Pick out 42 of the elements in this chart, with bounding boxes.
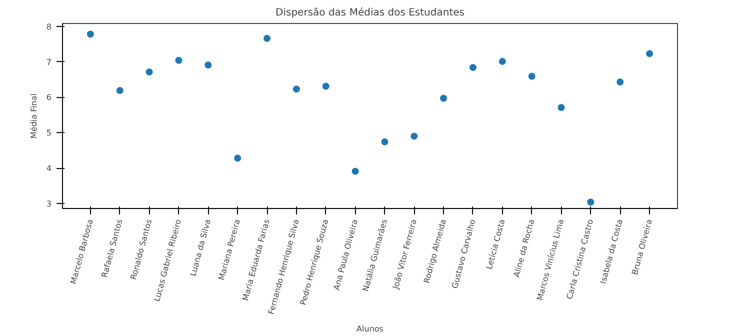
y-tick-label: 3 <box>46 200 52 209</box>
point <box>410 132 418 140</box>
y-tick-label: 7 <box>46 58 52 67</box>
point <box>616 78 624 86</box>
point <box>322 82 330 90</box>
point <box>587 198 594 206</box>
point <box>204 61 212 68</box>
point <box>146 68 153 76</box>
x-tick-label: Marcos Vinícius Lima <box>535 218 566 302</box>
point <box>264 34 271 42</box>
x-tick-label: Isabela da Costa <box>598 218 624 285</box>
y-tick-label: 8 <box>46 22 52 32</box>
x-tick-label: Ana Paula Oliveira <box>332 218 360 292</box>
x-tick-label: Bruna Oliveira <box>630 218 654 276</box>
x-tick-label: Luana da Silva <box>188 218 213 278</box>
point <box>234 154 242 162</box>
x-tick-label: Aline da Rocha <box>512 218 536 278</box>
y-axis-title: Média Final <box>29 93 38 139</box>
point <box>440 94 448 102</box>
x-tick-label: Rafaela Santos <box>100 218 124 278</box>
point <box>381 138 388 146</box>
x-tick-label: Lucas Gabriel Ribeiro <box>152 218 184 303</box>
point <box>352 168 359 175</box>
chart-title: Dispersão das Médias dos Estudantes <box>276 8 464 18</box>
x-tick-label: Carla Cristina Castro <box>565 218 596 300</box>
y-tick-label: 5 <box>46 128 52 138</box>
point <box>646 50 654 58</box>
x-axis-title: Alunos <box>356 324 384 334</box>
x-tick-label: Ronaldo Santos <box>128 218 154 281</box>
point <box>469 64 476 71</box>
point <box>116 86 124 94</box>
y-tick-label: 4 <box>46 164 52 174</box>
y-tick-label: 6 <box>46 93 52 102</box>
point <box>558 104 565 111</box>
point <box>498 58 506 65</box>
point <box>86 30 94 38</box>
x-tick-label: João Vitor Ferreira <box>390 218 419 291</box>
x-tick-label: Rodrigo Almeida <box>422 218 448 284</box>
x-tick-label: Letícia Costa <box>484 218 507 270</box>
point <box>528 72 536 80</box>
point <box>175 56 182 64</box>
point <box>292 86 300 93</box>
